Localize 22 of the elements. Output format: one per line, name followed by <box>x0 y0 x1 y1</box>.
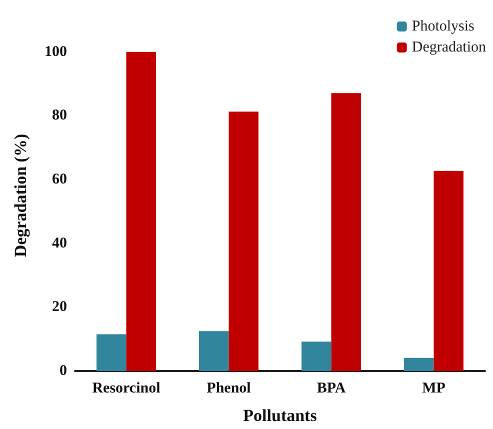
x-tick-label: Phenol <box>206 380 251 396</box>
x-tick-label: Resorcinol <box>92 380 160 396</box>
y-tick-label: 100 <box>44 44 67 60</box>
y-axis-title: Degradation (%) <box>11 134 30 258</box>
x-tick-label: MP <box>422 380 446 396</box>
bar <box>404 358 434 371</box>
x-axis-title: Pollutants <box>243 406 318 425</box>
y-tick-label: 0 <box>60 363 67 379</box>
bar <box>126 52 156 371</box>
bar <box>228 112 258 371</box>
bar <box>434 170 464 371</box>
y-tick-label: 40 <box>52 235 67 252</box>
x-tick-label: BPA <box>316 380 346 396</box>
bar <box>199 331 229 371</box>
bar <box>302 342 332 371</box>
y-tick-label: 80 <box>52 108 67 124</box>
bar <box>96 334 126 371</box>
legend-label: Photolysis <box>412 18 475 34</box>
bar <box>331 93 361 371</box>
y-tick-label: 60 <box>52 172 67 188</box>
y-tick-label: 20 <box>52 299 67 316</box>
legend-label: Degradation <box>412 40 486 56</box>
